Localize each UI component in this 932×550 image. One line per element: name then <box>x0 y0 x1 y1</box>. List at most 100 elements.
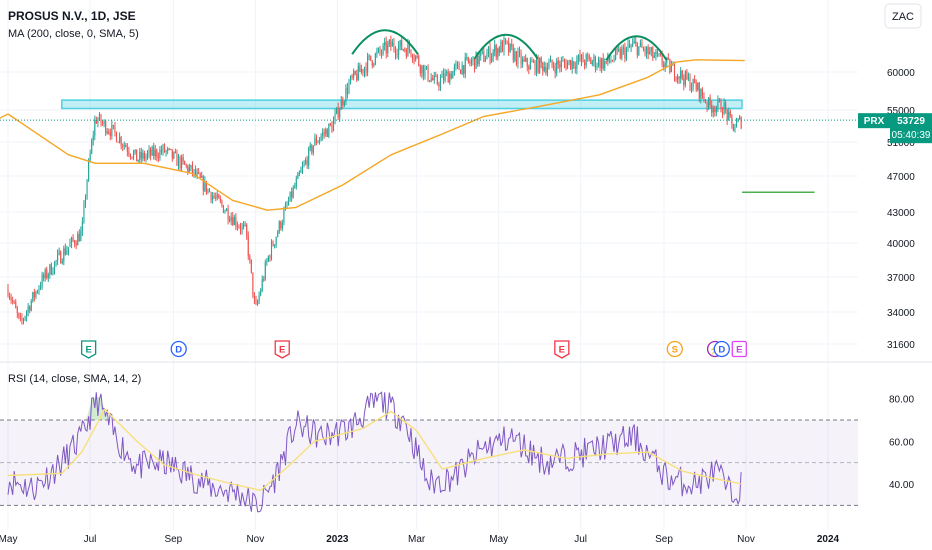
candle-body <box>539 57 541 73</box>
candle-body <box>593 56 595 62</box>
candle-body <box>455 64 457 67</box>
arc-drawing[interactable] <box>473 33 539 60</box>
candle-body <box>472 57 474 61</box>
candle-body <box>33 292 35 298</box>
event-marker-earnings-red[interactable]: E <box>274 340 290 359</box>
candle-body <box>574 66 576 69</box>
badge-symbol: PRX <box>864 116 885 127</box>
event-marker-earnings-future[interactable]: E <box>731 340 747 358</box>
resistance-zone-rect[interactable] <box>61 99 743 110</box>
candle-body <box>478 56 480 65</box>
candle-body <box>67 246 69 251</box>
candle-body <box>334 113 336 121</box>
candle-body <box>60 251 62 264</box>
rsi-lines <box>7 391 743 513</box>
candle-body <box>508 42 510 53</box>
candle-body <box>474 57 476 69</box>
candle-body <box>416 55 418 57</box>
candle-body <box>518 51 521 54</box>
currency-button[interactable]: ZAC <box>884 3 922 29</box>
badge-price-box <box>890 113 932 144</box>
candle-body <box>27 306 29 312</box>
time-tick-label: Jul <box>84 534 97 545</box>
candle-body <box>672 63 674 66</box>
candle-body <box>377 48 379 52</box>
rsi-axis[interactable]: 40.00 60.00 80.00 <box>889 395 914 491</box>
time-tick-label: May <box>0 534 17 545</box>
candle-body <box>582 54 584 63</box>
candle-body <box>43 274 45 278</box>
candle-body <box>21 318 23 320</box>
candle-body <box>142 152 144 159</box>
candle-body <box>136 149 138 162</box>
time-axis[interactable]: May Jul Sep Nov 2023 Mar May Jul Sep Nov 2024 <box>0 534 840 545</box>
candle-body <box>480 52 482 57</box>
rsi-tick-label: 40.00 <box>889 480 914 491</box>
candle-body <box>543 66 545 71</box>
candle-body <box>436 76 438 84</box>
candle-body <box>407 43 409 57</box>
ma-line[interactable] <box>7 59 745 211</box>
candle-body <box>729 111 731 116</box>
candle-body <box>363 67 366 73</box>
candle-body <box>475 52 477 69</box>
candle-body <box>678 76 680 79</box>
candle-body <box>388 40 390 45</box>
event-marker-dividend[interactable]: D <box>170 340 187 358</box>
candle-body <box>277 232 279 237</box>
rsi-ma-line[interactable] <box>7 408 743 492</box>
candle-body <box>708 97 710 107</box>
event-marker-label: E <box>279 345 285 356</box>
event-marker-dividend[interactable]: D <box>713 340 730 358</box>
candle-body <box>598 59 600 66</box>
candle-body <box>185 164 187 166</box>
candle-body <box>432 78 434 81</box>
candle-body <box>125 144 127 148</box>
candle-body <box>591 61 593 64</box>
candle-body <box>660 53 662 56</box>
candle-body <box>346 87 348 94</box>
candle-body <box>176 152 178 166</box>
candle-body <box>146 153 149 157</box>
candle-body <box>72 237 74 241</box>
candle-body <box>193 169 195 174</box>
price-axis[interactable]: 31600 34000 37000 40000 43000 47000 51000 55000… <box>887 68 915 351</box>
time-tick-label: Sep <box>164 534 182 545</box>
candle-body <box>739 117 741 120</box>
candle-body <box>394 49 397 55</box>
price-tick-label: 60000 <box>887 68 915 79</box>
candle-body <box>301 166 304 170</box>
candle-body <box>401 40 403 50</box>
candle-body <box>410 49 412 56</box>
candle-body <box>464 57 466 74</box>
candle-body <box>531 61 533 63</box>
candle-body <box>652 47 654 58</box>
candle-body <box>703 96 705 102</box>
candle-body <box>425 66 428 69</box>
candle-body <box>489 47 491 62</box>
rsi-line[interactable] <box>7 391 742 513</box>
candle-body <box>145 156 147 159</box>
candle-body <box>616 49 618 51</box>
candle-body <box>331 124 333 132</box>
event-marker-split[interactable]: S <box>666 340 683 358</box>
candle-body <box>264 262 266 280</box>
event-marker-earnings-green[interactable]: E <box>81 340 97 359</box>
candle-body <box>58 251 60 254</box>
candle-body <box>641 42 643 49</box>
candle-body <box>666 57 668 63</box>
candle-body <box>13 301 15 303</box>
candle-body <box>408 43 410 50</box>
candle-body <box>257 301 259 305</box>
event-marker-earnings-red[interactable]: E <box>554 340 570 359</box>
arc-drawing[interactable] <box>605 35 668 61</box>
candle-body <box>229 219 231 221</box>
candle-body <box>109 132 111 137</box>
candle-body <box>604 61 606 69</box>
candle-body <box>391 42 393 47</box>
candle-body <box>568 60 570 63</box>
arc-drawing[interactable] <box>351 29 419 55</box>
badge-symbol-box <box>858 113 890 129</box>
